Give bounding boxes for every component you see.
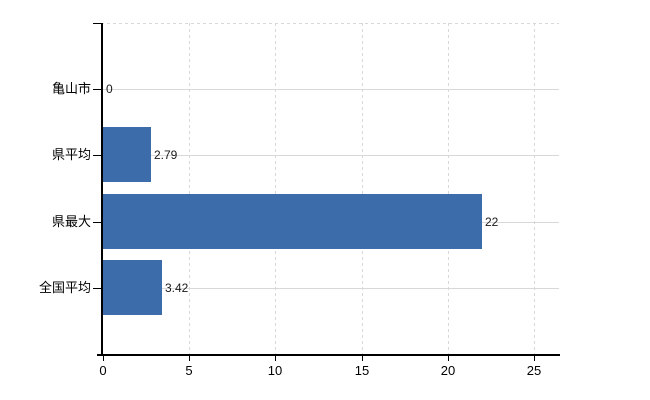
x-axis-tick bbox=[189, 356, 190, 361]
gridline-vertical bbox=[534, 23, 535, 354]
x-axis-tick bbox=[534, 356, 535, 361]
x-axis-tick bbox=[103, 356, 104, 361]
x-axis-tick bbox=[275, 356, 276, 361]
x-axis-tick bbox=[448, 356, 449, 361]
x-axis-tick bbox=[362, 356, 363, 361]
gridline-horizontal bbox=[101, 288, 559, 289]
value-label: 2.79 bbox=[154, 148, 178, 162]
x-tick-label: 20 bbox=[440, 363, 456, 378]
value-label: 3.42 bbox=[165, 281, 189, 295]
x-tick-label: 15 bbox=[354, 363, 370, 378]
gridline-vertical bbox=[362, 23, 363, 354]
y-axis-tick bbox=[93, 222, 101, 223]
category-label: 亀山市 bbox=[51, 81, 91, 96]
y-axis-tick bbox=[93, 23, 101, 24]
bar bbox=[103, 127, 151, 182]
x-axis-line bbox=[97, 354, 560, 356]
gridline-vertical bbox=[275, 23, 276, 354]
gridline-vertical bbox=[448, 23, 449, 354]
gridline-horizontal bbox=[101, 155, 559, 156]
value-label: 0 bbox=[106, 82, 113, 96]
y-axis-tick bbox=[93, 288, 101, 289]
plot-top-border bbox=[101, 23, 559, 24]
category-label: 全国平均 bbox=[38, 280, 91, 295]
x-tick-label: 0 bbox=[99, 363, 107, 378]
y-axis-line bbox=[101, 23, 103, 354]
bar bbox=[103, 260, 162, 315]
gridline-vertical bbox=[189, 23, 190, 354]
gridline-horizontal bbox=[101, 89, 559, 90]
y-axis-tick bbox=[93, 89, 101, 90]
x-tick-label: 5 bbox=[185, 363, 193, 378]
bar bbox=[103, 194, 482, 249]
category-label: 県最大 bbox=[51, 214, 91, 229]
value-label: 22 bbox=[485, 215, 499, 229]
x-tick-label: 10 bbox=[267, 363, 283, 378]
category-label: 県平均 bbox=[51, 147, 91, 162]
y-axis-tick bbox=[93, 155, 101, 156]
x-tick-label: 25 bbox=[526, 363, 542, 378]
